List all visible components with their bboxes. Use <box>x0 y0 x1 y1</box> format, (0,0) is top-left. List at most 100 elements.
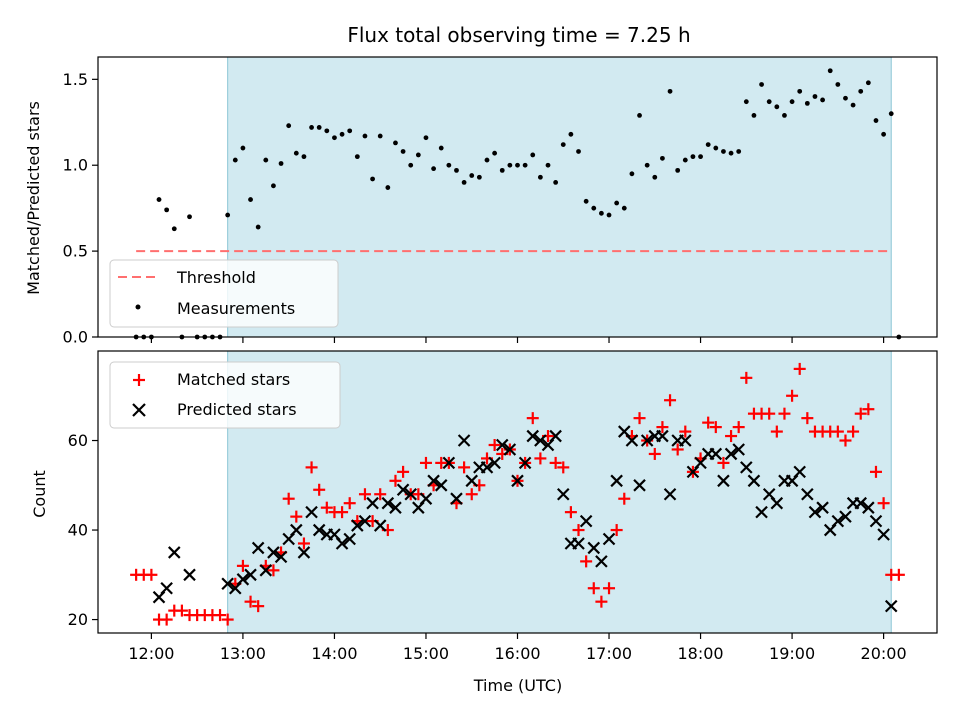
measurement-point <box>438 145 444 151</box>
matched-star-point <box>679 425 692 438</box>
measurements-legend-label: Measurements <box>177 299 295 318</box>
predicted-star-point <box>389 501 402 514</box>
measurement-point <box>621 205 627 211</box>
predicted-star-point <box>808 505 822 519</box>
y-tick-label: 60 <box>68 431 88 450</box>
x-tick-label: 19:00 <box>769 644 815 663</box>
measurement-point <box>736 149 742 154</box>
measurement-point <box>293 150 299 156</box>
predicted-star-point <box>602 532 616 546</box>
predicted-star-point <box>495 438 509 452</box>
predicted-star-point <box>434 479 448 492</box>
predicted-star-point <box>488 456 501 470</box>
predicted-star-point <box>625 434 639 447</box>
predicted-star-point <box>862 501 875 514</box>
matched-star-point <box>892 568 905 581</box>
predicted-star-point <box>442 456 456 470</box>
predicted-star-point <box>450 492 463 505</box>
measurement-point <box>530 152 536 158</box>
measurement-point <box>782 113 787 118</box>
measurement-point <box>751 113 757 118</box>
predicted-star-point <box>343 532 356 546</box>
matched-star-point <box>869 465 882 478</box>
matched-star-point <box>610 524 623 537</box>
measurement-point <box>232 157 238 163</box>
measurement-point <box>339 131 345 137</box>
measurement-point <box>553 179 559 185</box>
ratio-y-ticks: 0.0 0.5 1.0 1.5 <box>63 70 98 347</box>
matched-star-point <box>702 416 715 429</box>
measurement-point <box>843 95 848 101</box>
predicted-star-point <box>305 505 318 519</box>
measurement-point <box>362 133 368 139</box>
predicted-star-point <box>587 541 601 555</box>
y-tick-label: 1.5 <box>63 70 88 89</box>
measurement-point <box>789 99 795 105</box>
y-tick-label: 20 <box>68 610 88 629</box>
predicted-star-point <box>717 474 730 488</box>
matched-star-point <box>297 537 310 550</box>
matched-star-point <box>374 488 387 501</box>
x-tick-label: 12:00 <box>128 644 174 663</box>
predicted-star-point <box>816 501 829 514</box>
measurement-point <box>591 205 597 211</box>
ratio-legend: Threshold Measurements <box>109 259 339 328</box>
measurement-point <box>637 113 642 118</box>
predicted-star-point <box>572 537 585 550</box>
predicted-star-point <box>534 434 547 447</box>
measurement-point <box>537 174 543 180</box>
matched-star-point <box>847 425 860 438</box>
y-tick-label: 0.0 <box>63 328 88 347</box>
predicted-star-point <box>236 573 250 586</box>
measurement-point <box>187 214 192 220</box>
predicted-star-point <box>160 581 173 595</box>
measurement-point <box>408 162 414 168</box>
matched-star-point <box>358 488 371 501</box>
measurement-point <box>499 167 505 173</box>
measurement-point <box>766 99 772 105</box>
matched-star-point <box>244 595 257 608</box>
measurement-point <box>690 154 696 160</box>
measurement-point <box>263 157 269 163</box>
measurement-point <box>446 162 452 168</box>
x-tick-label: 18:00 <box>677 644 723 663</box>
matched-star-point <box>221 613 234 626</box>
threshold-legend-label: Threshold <box>176 268 256 287</box>
measurement-point <box>156 197 162 202</box>
measurement-point <box>278 161 284 166</box>
matched-star-point <box>290 510 303 523</box>
matched-star-point <box>732 421 745 434</box>
predicted-star-point <box>747 474 761 488</box>
measurement-point <box>576 149 581 154</box>
x-tick-label: 20:00 <box>861 644 907 663</box>
predicted-legend-swatch <box>132 403 146 417</box>
ratio-x-ticks <box>150 337 885 343</box>
predicted-star-point <box>465 474 479 488</box>
measurement-point <box>225 212 231 218</box>
y-tick-label: 1.0 <box>63 156 88 175</box>
measurement-point <box>759 82 764 87</box>
predicted-star-point <box>518 456 532 470</box>
measurement-point <box>393 140 398 146</box>
predicted-star-point <box>351 519 364 532</box>
measurement-point <box>309 125 314 130</box>
matched-star-point <box>465 488 478 501</box>
matched-star-point <box>671 443 684 456</box>
predicted-star-point <box>549 429 562 443</box>
measurement-point <box>804 100 810 106</box>
measurement-point <box>545 162 551 168</box>
matched-legend-swatch <box>133 374 145 386</box>
matched-star-point <box>488 439 501 451</box>
measurement-point <box>850 102 856 108</box>
matched-star-point <box>648 447 661 460</box>
matched-legend-label: Matched stars <box>177 370 290 389</box>
measurement-point <box>835 82 841 87</box>
measurement-point <box>583 198 589 204</box>
measurement-point <box>682 157 688 163</box>
measurement-point <box>370 176 375 182</box>
matched-star-point <box>633 412 646 425</box>
measurement-point <box>164 207 170 213</box>
predicted-star-point <box>732 443 745 456</box>
predicted-star-point <box>556 487 570 501</box>
